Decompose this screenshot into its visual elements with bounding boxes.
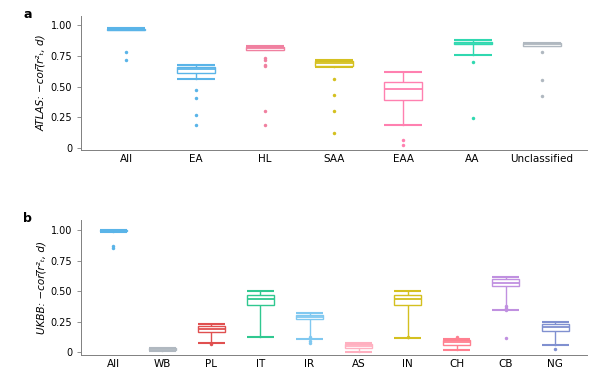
- Bar: [443, 340, 470, 346]
- Text: b: b: [23, 212, 32, 225]
- Bar: [246, 47, 284, 50]
- Bar: [107, 29, 145, 30]
- Bar: [384, 82, 423, 100]
- Bar: [542, 324, 568, 332]
- Bar: [345, 344, 372, 348]
- Bar: [198, 326, 225, 332]
- Bar: [453, 42, 492, 44]
- Bar: [492, 279, 520, 286]
- Bar: [394, 295, 421, 305]
- Bar: [176, 67, 215, 73]
- Y-axis label: ATLAS: −cor(̅r²ₜ, d): ATLAS: −cor(̅r²ₜ, d): [37, 35, 46, 131]
- Bar: [296, 315, 323, 319]
- Bar: [523, 43, 561, 46]
- Bar: [149, 348, 176, 350]
- Text: a: a: [23, 7, 32, 21]
- Bar: [315, 61, 353, 66]
- Y-axis label: UKBB: −cor(̅r²ₜ, d): UKBB: −cor(̅r²ₜ, d): [37, 241, 46, 334]
- Bar: [100, 230, 126, 231]
- Bar: [247, 295, 274, 305]
